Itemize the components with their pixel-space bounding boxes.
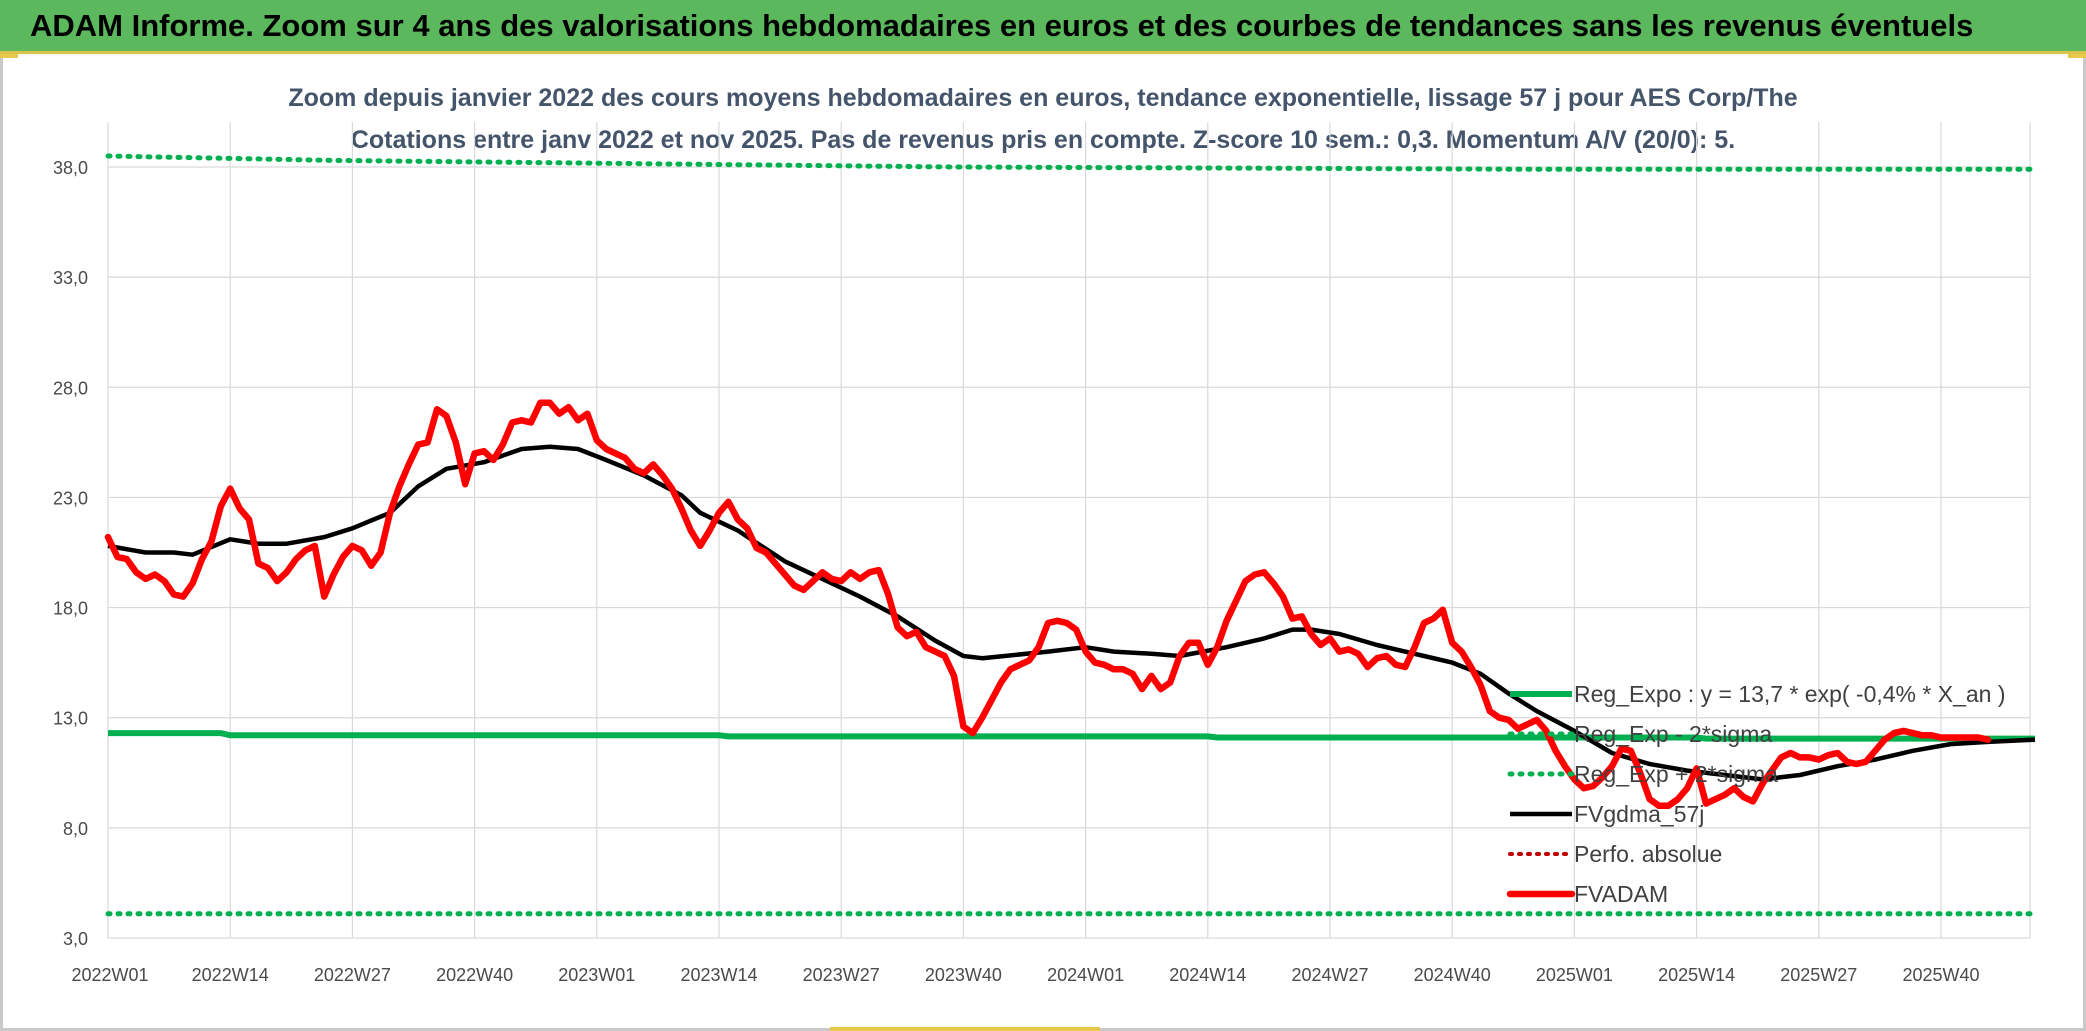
header-banner: ADAM Informe. Zoom sur 4 ans des valoris… [0,0,2086,54]
x-tick-label: 2025W14 [1658,965,1735,985]
chart-title: Zoom depuis janvier 2022 des cours moyen… [288,84,1798,112]
x-tick-label: 2023W14 [680,965,757,985]
legend-label: Perfo. absolue [1574,841,1722,867]
legend: Reg_Expo : y = 13,7 * exp( -0,4% * X_an … [1506,681,2006,907]
frame-bottom-mark [830,1027,1100,1031]
x-tick-label: 2024W27 [1291,965,1368,985]
x-tick-label: 2022W40 [436,965,513,985]
x-tick-label: 2025W27 [1780,965,1857,985]
legend-label: Reg_Exp + 2*sigma [1574,761,1778,787]
series-lines [104,153,2038,917]
legend-label: FVgdma_57j [1574,801,1704,827]
series-fvadam [104,399,1992,810]
y-tick-label: 18,0 [53,599,88,619]
series-reg_expo [108,730,2035,742]
y-tick-label: 8,0 [63,819,88,839]
x-tick-label: 2024W14 [1169,965,1246,985]
legend-label: Reg_Exp - 2*sigma [1574,721,1772,747]
legend-label: FVADAM [1574,881,1668,907]
y-tick-label: 28,0 [53,378,88,398]
y-tick-label: 23,0 [53,488,88,508]
x-tick-label: 2025W01 [1536,965,1613,985]
y-tick-label: 33,0 [53,268,88,288]
axis-labels: 38,0 33,0 28,0 23,0 18,0 13,0 8,0 3,0 2022W01 202… [53,158,1980,985]
series-reg_exp [105,153,2038,172]
series-fvgdma_57j [107,444,2036,782]
x-tick-label: 2023W40 [925,965,1002,985]
grid-lines [107,122,2031,939]
y-tick-label: 38,0 [53,158,88,178]
x-tick-label: 2022W14 [192,965,269,985]
chart-subtitle: Cotations entre janv 2022 et nov 2025. P… [350,126,1736,154]
y-tick-label: 13,0 [53,709,88,729]
x-tick-label: 2024W01 [1047,965,1124,985]
legend-label: Reg_Expo : y = 13,7 * exp( -0,4% * X_an … [1574,681,2006,707]
x-tick-label: 2024W40 [1414,965,1491,985]
x-tick-label: 2025W40 [1902,965,1979,985]
frame-corner-right [2068,54,2086,58]
x-tick-label: 2022W27 [314,965,391,985]
x-tick-label: 2022W01 [71,965,148,985]
y-tick-label: 3,0 [63,929,88,949]
report-title: ADAM Informe. Zoom sur 4 ans des valoris… [30,8,1974,43]
x-tick-label: 2023W27 [803,965,880,985]
x-tick-label: 2023W01 [558,965,635,985]
frame-corner-left [0,54,18,58]
